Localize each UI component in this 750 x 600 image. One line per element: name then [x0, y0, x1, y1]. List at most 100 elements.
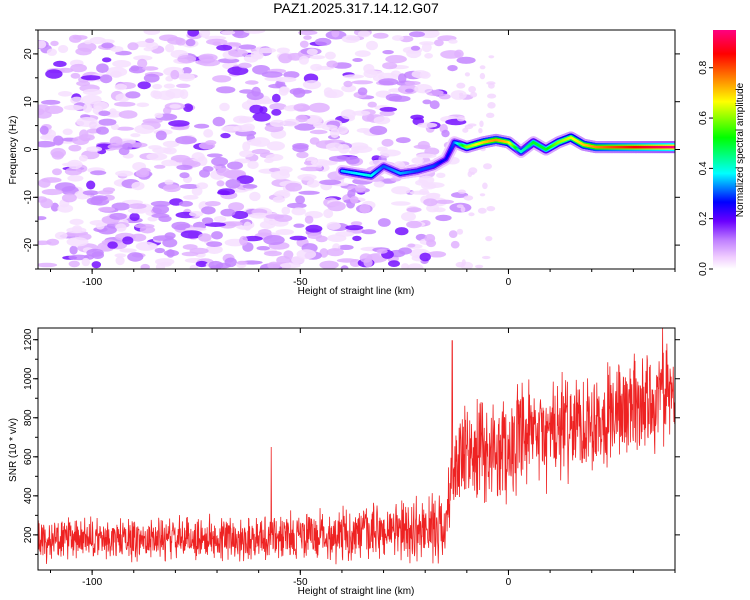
spectrogram-cell: [39, 125, 49, 135]
spectrogram-cell: [119, 248, 137, 253]
spectrogram-cell: [133, 55, 153, 61]
colorbar-tick-label: 0.4: [698, 161, 709, 175]
spectrogram-cell: [419, 188, 429, 195]
snr-frame: [37, 327, 676, 571]
spectrogram-cell: [108, 108, 117, 116]
x-tick-label: 0: [506, 277, 512, 288]
spectrogram-cell: [183, 195, 199, 200]
spectrogram-cell: [78, 155, 88, 162]
spectrogram-cell: [479, 120, 484, 128]
spectrogram-cell: [270, 119, 286, 128]
spectrogram-cell: [324, 90, 338, 99]
spectrogram-cell: [470, 91, 478, 98]
spectrogram-cell: [305, 224, 323, 233]
spectrogram-cell: [68, 260, 81, 268]
spectrogram-cell: [140, 263, 150, 269]
colorbar: 0.0 0.2 0.4 0.6 0.8 Normalized spectral ampl…: [698, 30, 746, 276]
spectrogram-cell: [58, 91, 73, 97]
spectrogram-cell: [357, 87, 368, 96]
spectrogram-cell: [137, 81, 151, 90]
spectrogram-cell: [182, 244, 198, 250]
spectrogram-cell: [276, 47, 290, 54]
spectrogram-cell: [66, 237, 89, 247]
y-tick-label: 20: [23, 48, 34, 60]
spectrogram-cell: [303, 35, 312, 40]
spectrogram-cell: [152, 204, 170, 215]
spectrogram-cell: [475, 264, 484, 269]
y-tick-label: 800: [23, 409, 34, 426]
spectrogram-cell: [145, 38, 155, 43]
spectrogram-cell: [236, 175, 254, 185]
spectrogram-cell: [309, 137, 320, 145]
spectrogram-cell: [205, 245, 223, 254]
spectrogram-cell: [98, 118, 117, 126]
spectrogram-cell: [107, 241, 118, 249]
spectrogram-cell: [81, 94, 102, 105]
spectrogram-cell: [127, 42, 139, 51]
spectrogram-cell: [419, 252, 431, 262]
spectrogram-cell: [299, 40, 309, 48]
spectrogram-cell: [407, 243, 416, 248]
spectrogram-cell: [467, 123, 477, 127]
spectrogram-cell: [233, 125, 253, 132]
spectrogram-cell: [310, 159, 330, 166]
spectrogram-cell: [155, 130, 167, 141]
spectrogram-cell: [213, 216, 227, 222]
spectrogram-cell: [391, 186, 411, 195]
spectrogram-cell: [379, 110, 395, 117]
spectrogram-cell: [354, 50, 371, 57]
spectrogram-cell: [101, 42, 114, 49]
spectrogram-cell: [82, 190, 99, 196]
y-tick-label: 400: [23, 487, 34, 504]
spectrogram-cell: [41, 188, 63, 196]
spectrogram-cell: [263, 250, 282, 257]
spectrogram-cell: [279, 86, 290, 93]
spectrogram-cell: [129, 212, 140, 222]
spectrogram-cell: [70, 63, 87, 73]
spectrogram-cell: [326, 221, 341, 230]
spectrogram-cell: [330, 128, 340, 139]
spectrogram-cell: [307, 179, 320, 188]
spectrogram-cell: [327, 201, 346, 212]
y-tick-label: 1000: [23, 367, 34, 390]
spectrogram-cell: [488, 82, 495, 89]
spectrogram-cell: [456, 228, 464, 235]
spectrogram-cell: [252, 112, 271, 122]
spectrogram-cell: [289, 235, 307, 241]
spectrogram-cell: [391, 201, 411, 206]
spectrogram-cell: [142, 66, 159, 71]
spectrogram-cell: [69, 245, 78, 255]
spectrogram-cell: [440, 50, 462, 59]
spectrogram-cell: [130, 133, 141, 138]
spectrogram-cell: [341, 84, 357, 93]
spectrogram-cell: [336, 258, 357, 263]
spectrogram-cell: [448, 39, 458, 44]
spectrogram-cell: [80, 75, 102, 81]
spectrogram-cell: [136, 102, 150, 108]
spectrogram-cell: [463, 195, 474, 201]
spectrogram-cell: [153, 164, 166, 169]
spectrogram-cell: [328, 155, 351, 162]
y-tick-label: 10: [23, 96, 34, 108]
spectrogram-cell: [414, 84, 433, 94]
spectrogram-cell: [84, 40, 92, 45]
spectrogram-cell: [115, 256, 125, 266]
spectrogram-cell: [183, 103, 194, 112]
spectrogram-cell: [343, 74, 365, 79]
spectrogram-cell: [38, 216, 47, 221]
spectrogram-cell: [352, 58, 363, 62]
spectrogram-cell: [249, 212, 270, 219]
spectrogram-cell: [326, 60, 338, 68]
spectrogram-cell: [243, 30, 266, 34]
spectrogram-cell: [189, 264, 199, 269]
y-tick-label: 200: [23, 526, 34, 543]
spectrogram-cell: [283, 250, 294, 259]
spectrogram-cell: [91, 261, 102, 269]
spectrogram-cell: [189, 211, 204, 217]
spectrogram-cell: [486, 206, 496, 212]
y-tick-label: 0: [23, 146, 34, 152]
spectrogram-cell: [335, 231, 354, 237]
spectrogram-cell: [220, 132, 231, 139]
spectrogram-cell: [488, 55, 495, 59]
spectrogram-cell: [273, 191, 289, 197]
